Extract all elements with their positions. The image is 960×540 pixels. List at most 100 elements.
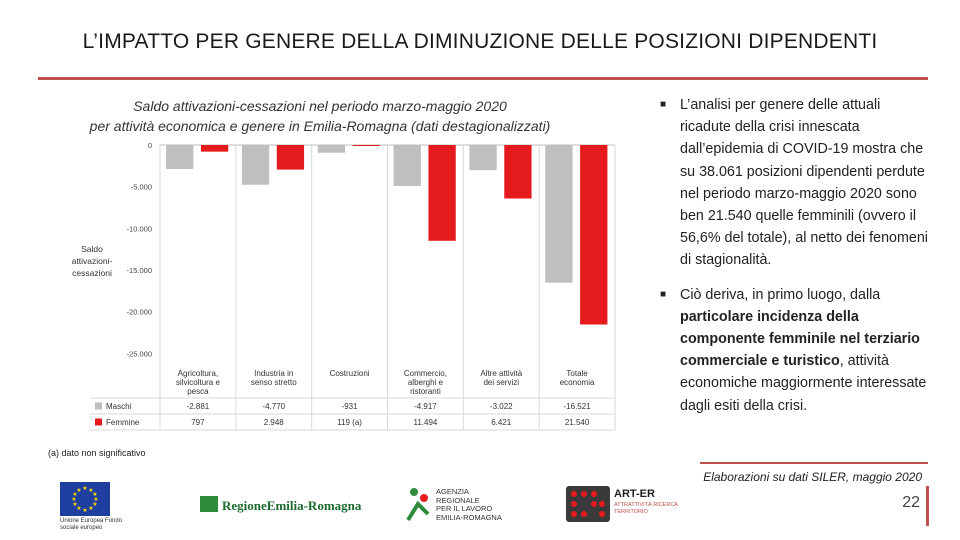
square-bullet-icon: ■ — [660, 99, 667, 110]
bullet-item-1: ■ L’analisi per genere delle attuali ric… — [660, 94, 930, 272]
bullet-text: L’analisi per genere delle attuali ricad… — [680, 97, 928, 269]
legend-label-femmine: Femmine — [106, 418, 140, 427]
data-label-maschi: -16.521 — [564, 402, 592, 411]
category-label: Totale economia — [560, 369, 595, 387]
y-tick-label: -15.000 — [127, 266, 152, 275]
category-label-line: Commercio, — [404, 369, 447, 378]
svg-text:★: ★ — [76, 487, 81, 494]
bar-femmine-6 — [580, 145, 608, 325]
bar-maschi-2 — [241, 145, 270, 185]
bar-femmine-4 — [428, 145, 456, 241]
svg-text:★: ★ — [82, 485, 87, 492]
region-flag-icon — [200, 496, 218, 512]
eu-logo-text: Unione Europea Fondo sociale europeo — [60, 518, 123, 531]
square-bullet-icon: ■ — [660, 288, 667, 300]
bar-femmine-2 — [276, 145, 305, 170]
chart-subtitle-line-1: Saldo attivazioni-cessazioni nel periodo… — [133, 98, 507, 114]
bar-maschi-1 — [166, 145, 194, 170]
category-label-line: Industria in — [254, 369, 293, 378]
source-rule — [700, 462, 928, 464]
bullet-item-2: ■ Ciò deriva, in primo luogo, dalla part… — [660, 284, 930, 417]
y-tick-label: -25.000 — [127, 349, 152, 358]
art-er-logo-subtext: ATTRATTIVITÀ RICERCA TERRITORIO — [614, 502, 678, 515]
data-label-femmine: 119 (a) — [337, 418, 362, 427]
y-tick-label: 0 — [148, 141, 152, 150]
svg-text:★: ★ — [76, 505, 81, 512]
data-label-maschi: -2.881 — [187, 402, 210, 411]
bar-maschi-5 — [469, 145, 497, 171]
bar-maschi-3 — [317, 145, 346, 153]
category-label-line: dei servizi — [483, 378, 519, 387]
data-label-maschi: -3.022 — [490, 402, 513, 411]
svg-text:★: ★ — [88, 487, 93, 494]
bullet-list: ■ L’analisi per genere delle attuali ric… — [660, 94, 930, 429]
category-label-line: economia — [560, 378, 595, 387]
data-label-femmine: 797 — [191, 418, 205, 427]
legend-swatch-femmine — [95, 418, 102, 426]
chart-subtitle: Saldo attivazioni-cessazioni nel periodo… — [40, 96, 600, 136]
bullet-text: Ciò deriva, in primo luogo, dalla — [680, 286, 881, 303]
data-label-maschi: -931 — [342, 402, 359, 411]
bar-maschi-6 — [545, 145, 573, 283]
svg-text:★: ★ — [72, 491, 77, 498]
data-label-femmine: 6.421 — [491, 418, 512, 427]
page-number: 22 — [902, 494, 920, 511]
source-note: Elaborazioni su dati SILER, maggio 2020 — [703, 470, 922, 484]
category-label-line: silvicoltura e — [176, 378, 221, 387]
category-label-line: Costruzioni — [330, 369, 370, 378]
bar-chart: 0 -5.000 -10.000 -15.000 -20.000 -25.000 Saldo… — [72, 141, 616, 431]
category-label-line: Totale — [566, 369, 588, 378]
bar-femmine-5 — [504, 145, 532, 199]
bar-maschi-4 — [393, 145, 421, 186]
art-er-subtext-line: TERRITORIO — [614, 508, 648, 515]
data-label-femmine: 11.494 — [413, 418, 437, 427]
rer-logo-text: RegioneEmilia-Romagna — [222, 498, 362, 513]
agency-text-line: PER IL LAVORO — [436, 504, 493, 513]
bar-femmine-1 — [200, 145, 229, 152]
svg-text:★: ★ — [92, 491, 97, 498]
y-tick-label: -10.000 — [127, 224, 152, 233]
category-label-line: pesca — [187, 387, 209, 396]
category-label-line: ristoranti — [410, 387, 441, 396]
art-er-mark-icon — [566, 486, 610, 522]
bullet-text-end: , attività economiche maggiormente inter… — [680, 353, 927, 414]
data-label-maschi: -4.770 — [262, 402, 285, 411]
agenzia-lavoro-logo: AGENZIA REGIONALE PER IL LAVORO EMILIA-R… — [404, 484, 514, 524]
agency-text-line: REGIONALE — [436, 495, 480, 505]
data-label-maschi: -4.917 — [414, 402, 437, 411]
category-label-line: senso stretto — [251, 378, 297, 387]
agency-logo-text: AGENZIA REGIONALE PER IL LAVORO EMILIA-R… — [436, 487, 502, 522]
chart-subtitle-line-2: per attività economica e genere in Emili… — [89, 118, 551, 134]
agency-mark-icon — [406, 488, 430, 522]
page-title: L’IMPATTO PER GENERE DELLA DIMINUZIONE D… — [82, 30, 878, 53]
y-tick-label: -20.000 — [127, 308, 152, 317]
bar-femmine-3 — [352, 145, 380, 146]
svg-text:★: ★ — [71, 496, 76, 503]
category-label: Commercio, alberghi e ristoranti — [404, 369, 447, 396]
art-er-logo: ART-ER ATTRATTIVITÀ RICERCA TERRITORIO — [566, 486, 678, 522]
y-axis-label-line: Saldo — [81, 244, 103, 254]
category-label: Agricoltura, silvicoltura e pesca — [176, 369, 221, 396]
svg-text:★: ★ — [92, 501, 97, 508]
category-label-line: Agricoltura, — [178, 369, 218, 378]
legend-swatch-maschi — [95, 402, 102, 410]
bullet-bold-text: particolare incidenza della componente f… — [680, 308, 920, 370]
regione-emilia-romagna-logo: RegioneEmilia-Romagna — [200, 492, 361, 518]
y-axis-label-line: attivazioni- — [72, 256, 113, 266]
data-label-femmine: 2.948 — [264, 418, 285, 427]
data-label-femmine: 21.540 — [565, 418, 590, 427]
y-axis-label-line: cessazioni — [72, 268, 112, 278]
eu-flag-logo: ★ ★ ★ ★ ★ ★ ★ ★ ★ ★ ★ ★ — [60, 482, 110, 516]
svg-text:★: ★ — [72, 501, 77, 508]
eu-stars-icon: ★ ★★ ★★★ ★★★ ★★★ — [71, 485, 98, 514]
y-tick-label: -5.000 — [131, 183, 152, 192]
agency-text-line: EMILIA-ROMAGNA — [436, 512, 502, 522]
art-er-logo-text: ART-ER — [614, 488, 655, 500]
art-er-subtext-line: ATTRATTIVITÀ RICERCA — [614, 502, 678, 508]
category-label: Industria in senso stretto — [251, 369, 297, 387]
page-number-bar — [926, 486, 929, 526]
legend-label-maschi: Maschi — [106, 402, 132, 411]
svg-text:★: ★ — [82, 507, 87, 514]
category-label-line: Altre attività — [480, 369, 522, 378]
category-label: Altre attività dei servizi — [480, 369, 522, 387]
